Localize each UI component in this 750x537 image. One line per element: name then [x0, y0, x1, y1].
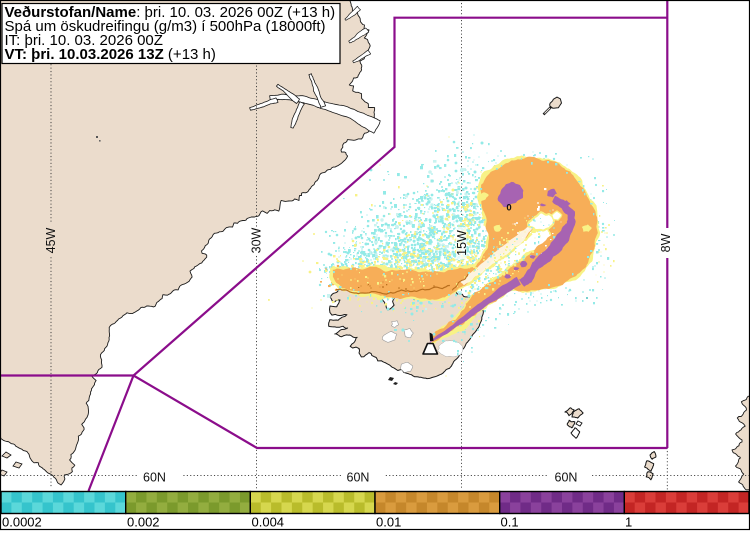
- svg-text:60N: 60N: [555, 471, 578, 485]
- svg-text:60N: 60N: [143, 471, 166, 485]
- svg-text:0.1: 0.1: [501, 515, 519, 530]
- svg-text:VT: þri. 10.03.2026 13Z (+13 h: VT: þri. 10.03.2026 13Z (+13 h): [5, 46, 216, 63]
- svg-text:Veðurstofan/Name: þri. 10. 03.: Veðurstofan/Name: þri. 10. 03. 2026 00Z …: [5, 4, 336, 21]
- svg-text:1: 1: [625, 515, 632, 530]
- svg-text:0.0002: 0.0002: [2, 515, 42, 530]
- svg-text:0.002: 0.002: [127, 515, 160, 530]
- svg-text:15W: 15W: [455, 230, 469, 256]
- svg-text:8W: 8W: [659, 233, 673, 252]
- svg-text:IT: þri. 10. 03. 2026 00Z: IT: þri. 10. 03. 2026 00Z: [5, 32, 163, 49]
- svg-text:0.004: 0.004: [252, 515, 285, 530]
- svg-text:45W: 45W: [44, 227, 58, 253]
- svg-text:60N: 60N: [347, 471, 370, 485]
- svg-text:30W: 30W: [250, 227, 264, 253]
- svg-text:Spá um öskudreifingu (g/m3) í: Spá um öskudreifingu (g/m3) í 500hPa (18…: [5, 18, 326, 35]
- svg-text:0.01: 0.01: [376, 515, 401, 530]
- svg-text:0: 0: [506, 203, 511, 214]
